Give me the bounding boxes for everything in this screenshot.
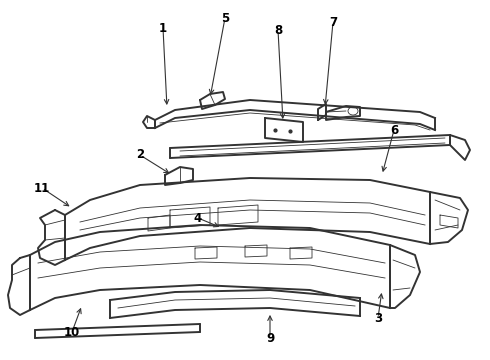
Text: 8: 8 bbox=[274, 23, 282, 36]
Text: 6: 6 bbox=[390, 123, 398, 136]
Text: 2: 2 bbox=[136, 148, 144, 162]
Text: 1: 1 bbox=[159, 22, 167, 35]
Text: 7: 7 bbox=[329, 15, 337, 28]
Text: 9: 9 bbox=[266, 332, 274, 345]
Text: 3: 3 bbox=[374, 311, 382, 324]
Text: 4: 4 bbox=[194, 211, 202, 225]
Text: 5: 5 bbox=[221, 12, 229, 24]
Text: 11: 11 bbox=[34, 181, 50, 194]
Text: 10: 10 bbox=[64, 325, 80, 338]
